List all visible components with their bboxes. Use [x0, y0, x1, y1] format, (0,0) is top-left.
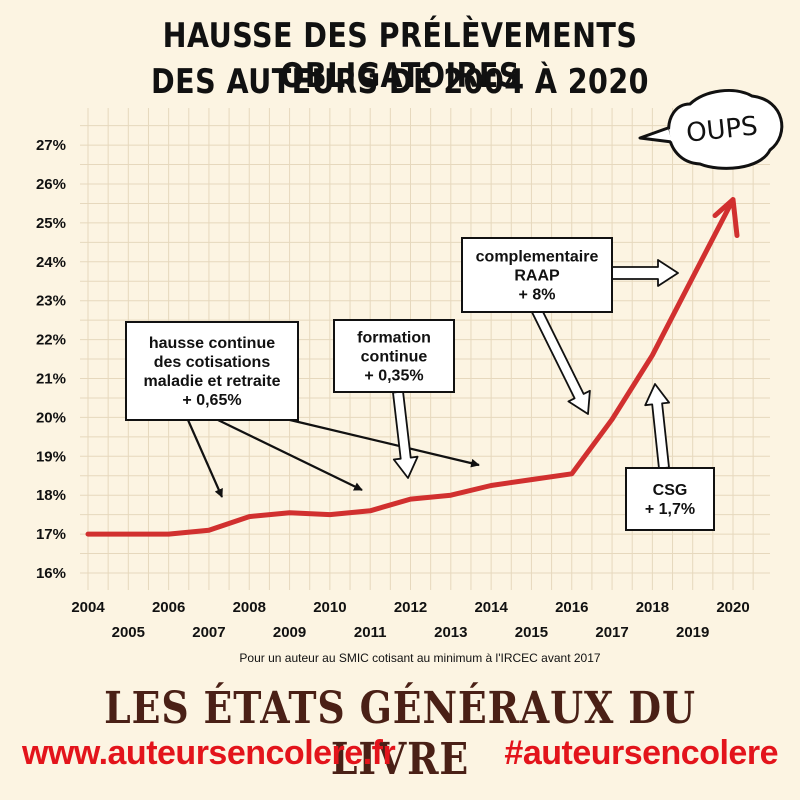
x-tick-label: 2012: [394, 599, 427, 616]
y-tick-label: 22%: [36, 332, 66, 349]
x-tick-label: 2013: [434, 624, 467, 641]
x-tick-label: 2015: [515, 624, 548, 641]
x-tick-label: 2005: [112, 624, 145, 641]
annotation-text: + 0,65%: [182, 392, 241, 409]
annotation-box-frame: [125, 321, 299, 421]
raap-arrow-right: [611, 259, 679, 287]
annotation-box-frame: [625, 467, 715, 531]
x-tick-label: 2020: [716, 599, 749, 616]
raap-arrow-down: [529, 303, 591, 415]
bubble-tail: [638, 126, 673, 144]
annotation-arrows: [186, 259, 679, 498]
y-tick-label: 19%: [36, 448, 66, 465]
y-tick-label: 24%: [36, 254, 66, 271]
csg-arrow-up: [644, 383, 670, 470]
x-tick-label: 2006: [152, 599, 185, 616]
x-axis: 2004 2005 2006 2007 2008 2009 2010 2011 2012 2013…: [71, 599, 749, 641]
x-tick-label: 2011: [354, 624, 387, 641]
annotation-arrow: [217, 419, 363, 491]
hashtag-text: #auteursencolere: [504, 734, 778, 772]
x-tick-label: 2018: [636, 599, 669, 616]
annotation-box-formation: formation continue + 0,35%: [333, 319, 455, 393]
website-link[interactable]: www.auteursencolere.fr: [22, 734, 396, 772]
y-axis: 16% 17% 18% 19% 20% 21% 22% 23% 24% 25% 26% 27%: [36, 137, 66, 582]
series-end-arrowhead: [712, 197, 740, 239]
x-tick-label: 2019: [676, 624, 709, 641]
formation-arrow: [392, 390, 419, 479]
annotation-box-raap: complementaire RAAP + 8%: [461, 237, 613, 313]
chart-title-line-2: DES AUTEURS DE 2004 À 2020: [151, 62, 649, 102]
annotation-box-frame: [461, 237, 613, 313]
chart-title-line-1: HAUSSE DES PRÉLÈVEMENTS OBLIGATOIRES: [162, 16, 638, 96]
annotation-text: + 1,7%: [645, 501, 695, 518]
x-tick-label: 2007: [192, 624, 225, 641]
source-note: Pour un auteur au SMIC cotisant au minim…: [239, 651, 601, 665]
y-tick-label: 23%: [36, 293, 66, 310]
annotation-box-cotisations: hausse continue des cotisations maladie et…: [125, 321, 299, 421]
y-tick-label: 16%: [36, 565, 66, 582]
annotation-arrow: [289, 418, 480, 468]
series-line: [85, 197, 740, 537]
annotation-arrow: [186, 419, 224, 498]
annotation-text: continue: [361, 349, 428, 366]
speech-bubble: OUPS: [638, 89, 784, 170]
annotation-text: CSG: [653, 482, 688, 499]
y-tick-label: 21%: [36, 371, 66, 388]
bubble-tail-mask: [669, 128, 675, 142]
x-tick-label: 2014: [474, 599, 508, 616]
annotation-box-frame: [333, 319, 455, 393]
x-tick-label: 2017: [595, 624, 628, 641]
annotation-text: RAAP: [514, 268, 560, 285]
x-tick-label: 2004: [71, 599, 105, 616]
y-tick-label: 27%: [36, 137, 66, 154]
y-tick-label: 25%: [36, 215, 66, 232]
y-tick-label: 18%: [36, 487, 66, 504]
brand-name: LES ÉTATS GÉNÉRAUX DU LIVRE: [104, 683, 696, 785]
annotation-text: formation: [357, 330, 431, 347]
y-tick-label: 20%: [36, 409, 66, 426]
x-tick-label: 2009: [273, 624, 306, 641]
annotation-text: maladie et retraite: [144, 373, 281, 390]
annotation-text: complementaire: [476, 249, 599, 266]
y-tick-label: 17%: [36, 526, 66, 543]
annotation-box-csg: CSG + 1,7%: [625, 467, 715, 531]
annotation-text: + 8%: [519, 287, 556, 304]
x-tick-label: 2016: [555, 599, 588, 616]
x-tick-label: 2010: [313, 599, 346, 616]
annotation-boxes: hausse continue des cotisations maladie et…: [125, 237, 715, 531]
annotation-text: + 0,35%: [364, 368, 423, 385]
annotation-text: hausse continue: [149, 335, 275, 352]
series-line-path: [85, 197, 736, 537]
y-tick-label: 26%: [36, 176, 66, 193]
x-tick-label: 2008: [233, 599, 266, 616]
bubble-text: OUPS: [685, 111, 759, 148]
annotation-text: des cotisations: [154, 354, 271, 371]
